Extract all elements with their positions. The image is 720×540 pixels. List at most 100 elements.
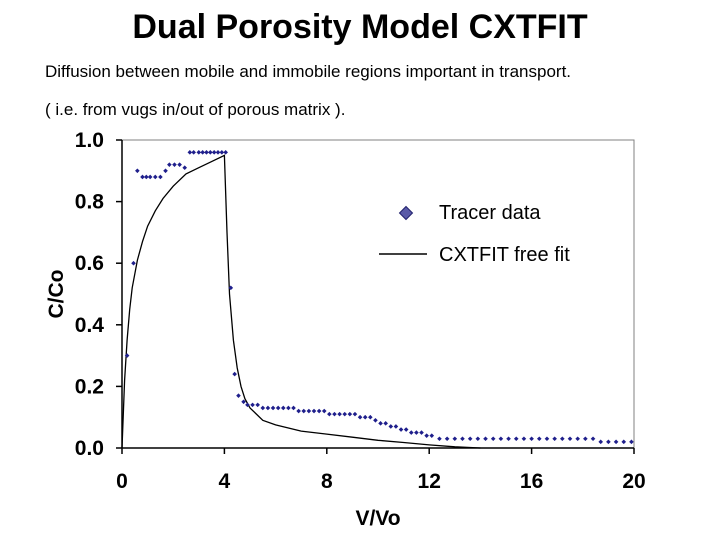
description-line-1: Diffusion between mobile and immobile re… <box>45 62 572 81</box>
data-point <box>286 405 291 411</box>
data-point <box>393 424 399 429</box>
data-point <box>200 150 205 155</box>
data-point <box>414 430 419 435</box>
data-point <box>490 436 496 442</box>
data-point <box>560 436 565 442</box>
data-point <box>598 439 604 445</box>
data-point <box>590 436 596 442</box>
data-point <box>337 411 342 417</box>
data-point <box>460 436 465 442</box>
data-point <box>270 405 276 411</box>
data-point <box>437 436 442 442</box>
data-point <box>275 405 281 411</box>
data-point <box>378 421 383 426</box>
data-point <box>606 439 611 445</box>
data-point <box>529 436 534 442</box>
data-point <box>177 162 182 167</box>
y-tick-label: 0.8 <box>75 191 105 214</box>
data-point <box>452 436 458 442</box>
data-point <box>552 436 557 442</box>
data-point <box>291 405 296 411</box>
data-point <box>357 414 363 420</box>
data-point <box>236 393 241 398</box>
data-point <box>347 411 353 417</box>
x-tick-label: 16 <box>520 470 543 493</box>
data-point <box>140 174 145 180</box>
data-point <box>131 260 136 266</box>
data-point <box>513 436 519 442</box>
data-point <box>536 436 542 442</box>
data-point <box>388 424 394 429</box>
y-tick-label: 0.4 <box>75 314 105 337</box>
data-point <box>265 405 271 411</box>
data-point <box>613 439 619 445</box>
data-point <box>167 162 172 167</box>
data-point <box>152 174 158 180</box>
y-tick-label: 1.0 <box>75 129 104 152</box>
slide-title: Dual Porosity Model CXTFIT <box>132 8 588 46</box>
data-point <box>208 150 213 155</box>
data-point <box>475 436 481 442</box>
data-point <box>135 168 140 174</box>
data-point <box>429 433 435 438</box>
y-tick-label: 0.2 <box>75 375 104 398</box>
data-point <box>544 436 550 442</box>
y-tick-label: 0.0 <box>75 437 104 460</box>
data-point <box>621 439 627 445</box>
description-line-2: ( i.e. from vugs in/out of porous matrix… <box>45 100 346 119</box>
fit-line <box>121 154 481 449</box>
y-tick-label: 0.6 <box>75 252 104 275</box>
data-point <box>211 150 217 155</box>
data-point <box>191 150 196 155</box>
data-point <box>311 408 317 414</box>
data-point <box>332 411 337 417</box>
data-point <box>483 436 488 442</box>
x-tick-label: 20 <box>622 470 645 493</box>
data-point <box>567 436 573 442</box>
data-point <box>172 162 177 167</box>
data-point <box>444 436 450 442</box>
data-point <box>250 402 255 408</box>
legend-label-fit: CXTFIT free fit <box>439 244 570 266</box>
data-point <box>583 436 588 442</box>
x-axis-label: V/Vo <box>355 507 400 530</box>
data-point <box>521 436 527 442</box>
x-tick-label: 0 <box>116 470 128 493</box>
data-point <box>362 414 368 420</box>
legend-marker-tracer <box>398 205 414 221</box>
data-point <box>306 408 312 414</box>
data-point <box>419 430 424 435</box>
data-point <box>255 402 260 408</box>
data-point <box>260 405 266 411</box>
data-point <box>398 427 404 432</box>
data-point <box>187 150 193 155</box>
data-point <box>147 174 153 180</box>
data-point <box>301 408 307 414</box>
data-point <box>280 405 286 411</box>
data-point <box>223 150 228 155</box>
data-point <box>368 414 373 420</box>
data-point <box>342 411 348 417</box>
data-point <box>204 150 209 155</box>
data-point <box>215 150 221 155</box>
data-point <box>373 417 378 423</box>
data-point <box>219 150 225 155</box>
x-tick-label: 8 <box>321 470 333 493</box>
data-point <box>144 174 149 180</box>
data-point <box>498 436 504 442</box>
data-point <box>245 402 250 408</box>
data-point <box>352 411 358 417</box>
data-point <box>408 430 414 435</box>
data-point <box>158 174 163 180</box>
data-point <box>296 408 301 414</box>
data-point <box>316 408 322 414</box>
data-point <box>124 353 130 358</box>
data-point <box>196 150 202 155</box>
data-point <box>467 436 473 442</box>
data-point <box>424 433 429 438</box>
y-axis-label: C/Co <box>45 270 68 319</box>
x-tick-label: 12 <box>418 470 441 493</box>
data-point <box>232 371 237 377</box>
data-point <box>228 285 234 291</box>
